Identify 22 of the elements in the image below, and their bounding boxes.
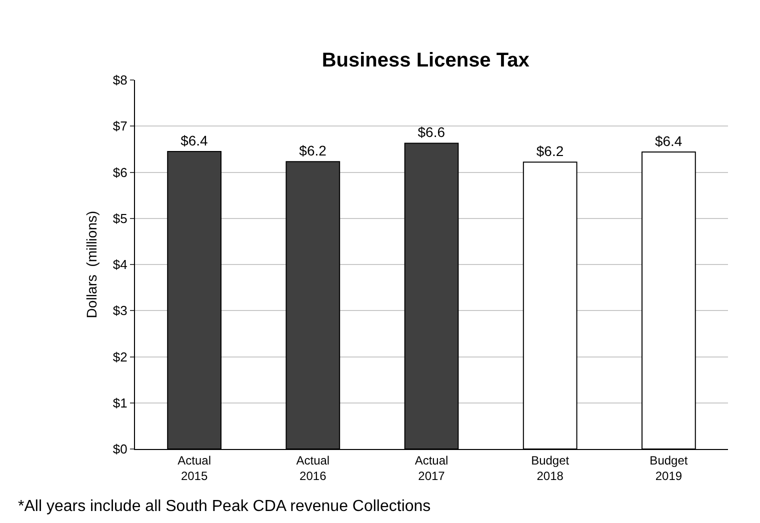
data-label: $6.4 — [654, 132, 682, 149]
y-tick-label: $3 — [112, 303, 128, 318]
x-tick-label: Actual 2016 — [296, 453, 330, 483]
text: *All years include all South Peak CDA revenue Collections — [18, 498, 431, 515]
x-tick-label: Actual 2017 — [414, 453, 448, 483]
y-tick-label: $1 — [112, 395, 128, 410]
y-tick-label: $4 — [112, 257, 128, 272]
data-label: $6.4 — [180, 132, 208, 148]
x-tick-label: Budget 2019 — [650, 453, 688, 483]
y-tick-label: $0 — [112, 442, 128, 457]
chart-title: Business License Tax — [322, 49, 530, 72]
y-axis-title: Dollars (millions) — [84, 210, 100, 318]
data-label: $6.2 — [536, 143, 564, 160]
data-label: $6.6 — [418, 124, 446, 140]
y-tick-label: $8 — [112, 72, 128, 88]
y-tick-label: $6 — [112, 164, 128, 180]
x-tick-label: Actual 2015 — [178, 453, 211, 483]
x-tick-label: Budget 2018 — [531, 453, 570, 483]
y-tick-label: $7 — [112, 118, 128, 134]
data-label: $6.2 — [299, 142, 327, 159]
y-tick-label: $2 — [112, 349, 128, 364]
y-tick-label: $5 — [112, 210, 128, 226]
